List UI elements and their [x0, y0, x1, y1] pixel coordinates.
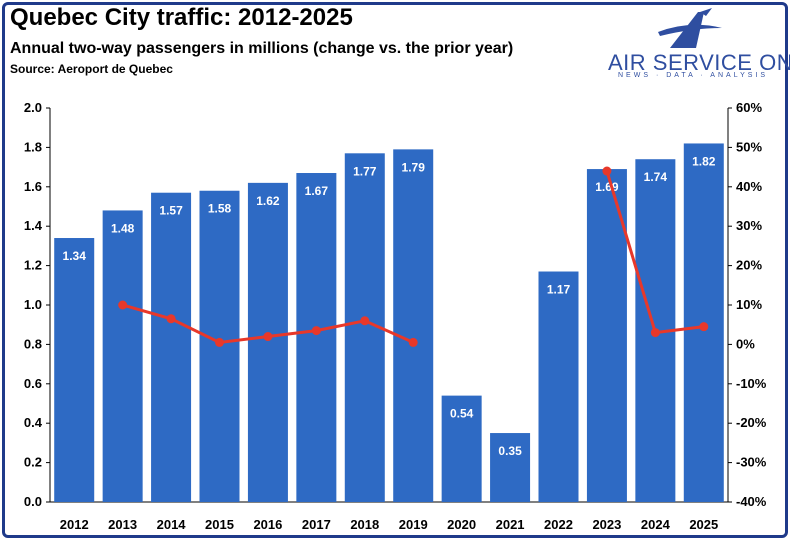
y-right-tick-label: 60% — [736, 100, 762, 115]
bar-data-label: 0.35 — [498, 444, 522, 458]
x-tick-label: 2023 — [592, 517, 621, 532]
y-left-tick-label: 1.6 — [24, 179, 42, 194]
x-tick-label: 2018 — [350, 517, 379, 532]
y-right-tick-label: 40% — [736, 179, 762, 194]
bar — [441, 395, 482, 502]
change-point — [311, 326, 321, 336]
change-point — [118, 300, 128, 310]
y-right-tick-label: 20% — [736, 258, 762, 273]
y-left-tick-label: 1.4 — [24, 218, 43, 233]
bar-data-label: 1.69 — [595, 180, 619, 194]
bar — [586, 169, 627, 502]
bar — [296, 173, 337, 502]
logo-tagline: NEWS · DATA · ANALYSIS — [618, 72, 769, 79]
chart-subtitle: Annual two-way passengers in millions (c… — [10, 40, 514, 57]
y-right-tick-label: 0% — [736, 336, 755, 351]
bar-data-label: 1.48 — [111, 221, 135, 235]
y-left-tick-label: 1.8 — [24, 139, 42, 154]
bar — [247, 182, 288, 503]
y-right-tick-label: 50% — [736, 139, 762, 154]
y-left-tick-label: 1.0 — [24, 297, 42, 312]
air-service-one-logo: AIR SERVICE ONE NEWS · DATA · ANALYSIS — [600, 6, 790, 79]
x-tick-label: 2012 — [60, 517, 89, 532]
bar-data-label: 1.82 — [692, 154, 716, 168]
y-left-tick-label: 0.0 — [24, 494, 42, 509]
y-right-tick-label: 10% — [736, 297, 762, 312]
bar-data-label: 1.67 — [305, 184, 329, 198]
bar — [490, 433, 531, 502]
x-tick-label: 2020 — [447, 517, 476, 532]
bar-data-label: 1.77 — [353, 164, 377, 178]
bar-data-label: 1.57 — [159, 204, 183, 218]
bar-data-label: 1.79 — [402, 160, 426, 174]
y-right-tick-label: 30% — [736, 218, 762, 233]
bar — [54, 238, 95, 502]
bar-data-label: 1.74 — [644, 170, 668, 184]
change-point — [650, 328, 660, 338]
y-left-tick-label: 0.4 — [24, 415, 43, 430]
bar — [102, 210, 143, 502]
logo-name: AIR SERVICE ONE — [608, 50, 790, 75]
x-tick-label: 2013 — [108, 517, 137, 532]
change-point — [602, 166, 612, 176]
bar-data-label: 1.34 — [63, 249, 87, 263]
change-point — [360, 316, 370, 326]
y-right-tick-label: -10% — [736, 376, 767, 391]
bar — [538, 271, 579, 502]
bar-data-label: 1.62 — [256, 194, 280, 208]
bar — [393, 149, 434, 502]
y-left-tick-label: 1.2 — [24, 258, 42, 273]
x-tick-label: 2017 — [302, 517, 331, 532]
y-left-tick-label: 0.2 — [24, 455, 42, 470]
x-tick-label: 2016 — [253, 517, 282, 532]
change-point — [408, 337, 418, 347]
y-left-tick-label: 0.6 — [24, 376, 42, 391]
x-tick-label: 2025 — [689, 517, 718, 532]
change-point — [263, 332, 273, 342]
change-point — [166, 314, 176, 324]
x-tick-label: 2015 — [205, 517, 234, 532]
x-tick-label: 2014 — [157, 517, 187, 532]
x-tick-label: 2024 — [641, 517, 671, 532]
airplane-a-logo-icon — [658, 8, 722, 48]
bar — [151, 192, 192, 502]
chart-title: Quebec City traffic: 2012-2025 — [10, 4, 353, 31]
bar-data-label: 1.58 — [208, 202, 232, 216]
x-tick-label: 2019 — [399, 517, 428, 532]
y-right-tick-label: -20% — [736, 415, 767, 430]
x-tick-label: 2021 — [496, 517, 525, 532]
change-point — [699, 322, 709, 332]
y-left-tick-label: 2.0 — [24, 100, 42, 115]
chart-source: Source: Aeroport de Quebec — [10, 62, 173, 76]
bar-data-label: 0.54 — [450, 407, 474, 421]
bar-data-label: 1.17 — [547, 283, 571, 297]
x-tick-label: 2022 — [544, 517, 573, 532]
change-point — [215, 337, 224, 347]
y-left-tick-label: 0.8 — [24, 336, 42, 351]
y-right-tick-label: -40% — [736, 494, 767, 509]
y-right-tick-label: -30% — [736, 455, 767, 470]
